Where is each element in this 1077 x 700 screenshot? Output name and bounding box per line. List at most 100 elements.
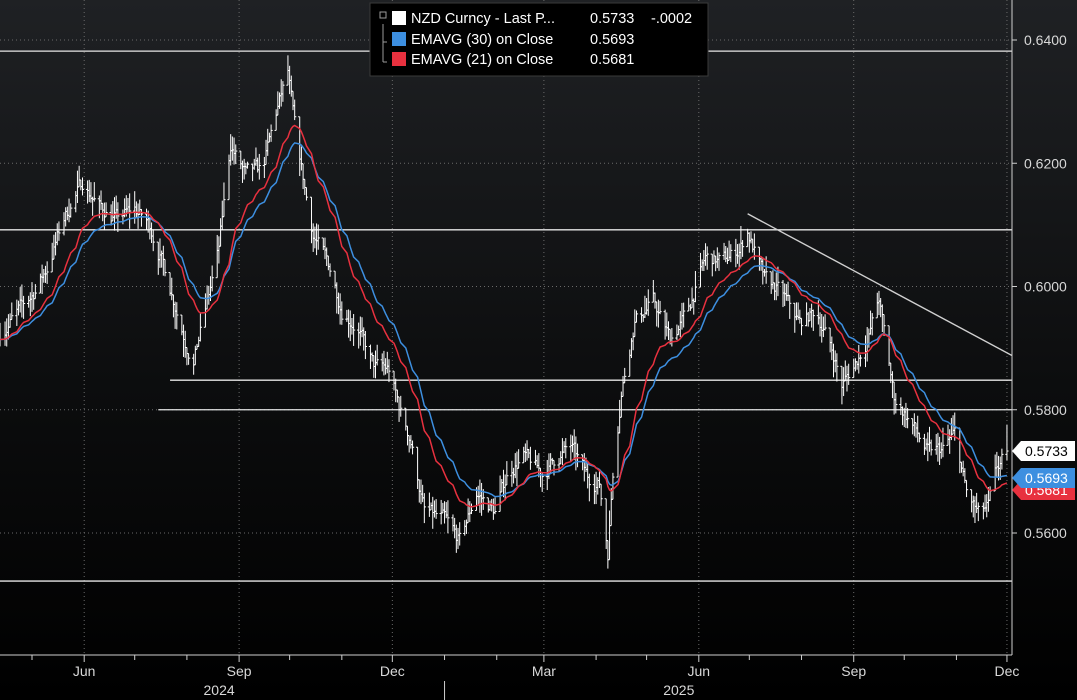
ema-line-30 bbox=[0, 142, 1008, 498]
legend-value: 0.5681 bbox=[590, 52, 634, 68]
ohlc-bar bbox=[198, 312, 202, 342]
ohlc-bar bbox=[422, 493, 426, 524]
ohlc-bar bbox=[1000, 448, 1004, 470]
y-tick-label: 0.6400 bbox=[1024, 32, 1067, 48]
ohlc-bar bbox=[740, 240, 745, 257]
y-tick-label: 0.5600 bbox=[1024, 525, 1067, 541]
ohlc-bar bbox=[363, 330, 367, 360]
ohlc-bar bbox=[870, 313, 874, 336]
ohlc-bar bbox=[658, 300, 662, 315]
legend-collapse-icon bbox=[379, 11, 387, 19]
legend-swatch bbox=[392, 32, 406, 46]
legend-tree-connector bbox=[382, 24, 387, 63]
ohlc-bar bbox=[1005, 424, 1009, 461]
ohlc-bar bbox=[528, 446, 533, 470]
ohlc-bar bbox=[964, 479, 969, 498]
ohlc-bar bbox=[234, 144, 238, 165]
ohlc-bar bbox=[281, 81, 285, 102]
ohlc-bar bbox=[976, 502, 980, 522]
ohlc-bar bbox=[316, 224, 320, 250]
ohlc-bar bbox=[293, 99, 297, 121]
x-tick-label: Mar bbox=[532, 663, 556, 679]
ohlc-bar bbox=[245, 161, 250, 169]
last-value-tag-label: 0.5693 bbox=[1025, 470, 1068, 486]
y-tick-label: 0.6000 bbox=[1024, 279, 1067, 295]
x-tick-label: Dec bbox=[380, 663, 405, 679]
ohlc-bar bbox=[634, 310, 639, 323]
legend-swatch bbox=[392, 52, 406, 66]
ohlc-bar bbox=[517, 449, 521, 469]
x-tick-label: Jun bbox=[73, 663, 96, 679]
ohlc-bar bbox=[10, 302, 14, 321]
ohlc-bar bbox=[823, 314, 827, 331]
ohlc-bar bbox=[57, 221, 61, 241]
legend-entry: NZD Curncy - Last P... 0.5733 -.0002 bbox=[392, 11, 692, 27]
ohlc-bar bbox=[599, 483, 603, 506]
ohlc-bar bbox=[269, 124, 273, 142]
ohlc-bars bbox=[0, 55, 1009, 569]
ohlc-bar bbox=[375, 344, 379, 366]
ohlc-bar bbox=[387, 359, 391, 383]
ohlc-bar bbox=[799, 317, 804, 336]
legend-label: EMAVG (21) on Close bbox=[411, 52, 553, 68]
ohlc-bar bbox=[917, 432, 921, 443]
ohlc-bar bbox=[222, 182, 226, 218]
ohlc-bar bbox=[80, 177, 85, 196]
legend-box bbox=[369, 2, 709, 77]
ohlc-bar bbox=[458, 522, 462, 546]
ohlc-bar bbox=[587, 473, 591, 502]
x-tick-label: Dec bbox=[994, 663, 1019, 679]
ohlc-bar bbox=[340, 301, 344, 325]
ohlc-bar bbox=[92, 182, 96, 202]
ohlc-bar bbox=[116, 202, 120, 233]
ohlc-bar bbox=[446, 500, 450, 534]
ohlc-bar bbox=[611, 472, 615, 500]
ohlc-bar bbox=[729, 244, 733, 263]
ohlc-bar bbox=[481, 489, 485, 510]
ohlc-bar bbox=[257, 153, 261, 180]
last-value-tag: 0.5733 bbox=[1012, 441, 1075, 461]
ohlc-bar bbox=[788, 294, 792, 319]
trendline bbox=[747, 213, 1012, 357]
ohlc-bar bbox=[33, 284, 37, 300]
year-label: 2025 bbox=[663, 682, 694, 698]
ohlc-bar bbox=[858, 354, 863, 367]
ohlc-bar bbox=[186, 352, 191, 365]
legend-entry: EMAVG (30) on Close 0.5693 bbox=[392, 32, 634, 48]
ohlc-bar bbox=[564, 438, 568, 459]
legend-change: -.0002 bbox=[651, 11, 692, 27]
ohlc-bar bbox=[328, 263, 332, 277]
ohlc-bar bbox=[906, 407, 910, 429]
ohlc-bar bbox=[929, 439, 933, 456]
legend-value: 0.5733 bbox=[590, 11, 634, 27]
legend-entry: EMAVG (21) on Close 0.5681 bbox=[392, 52, 634, 68]
x-tick-label: Sep bbox=[841, 663, 866, 679]
ohlc-bar bbox=[151, 229, 155, 252]
ohlc-bar bbox=[434, 499, 438, 519]
year-label: 2024 bbox=[204, 682, 235, 698]
ohlc-bar bbox=[623, 367, 627, 384]
last-value-tag: 0.5693 bbox=[1012, 468, 1075, 488]
ohlc-bar bbox=[505, 461, 509, 486]
ohlc-bar bbox=[304, 187, 309, 201]
x-tick-label: Sep bbox=[227, 663, 252, 679]
ohlc-bar bbox=[835, 353, 839, 382]
legend-label: NZD Curncy - Last P... bbox=[411, 11, 555, 27]
ema-lines bbox=[0, 124, 1008, 508]
ohlc-bar bbox=[45, 261, 49, 284]
ohlc-bar bbox=[847, 363, 851, 385]
last-value-tag-label: 0.5733 bbox=[1025, 443, 1068, 459]
ohlc-bar bbox=[128, 193, 132, 229]
ohlc-bar bbox=[646, 289, 650, 316]
ohlc-bar bbox=[21, 295, 26, 319]
ohlc-bar bbox=[352, 314, 356, 346]
x-tick-label: Jun bbox=[688, 663, 711, 679]
ohlc-bar bbox=[469, 503, 474, 515]
ohlc-bar bbox=[575, 443, 580, 468]
ema-line-21 bbox=[0, 124, 1008, 508]
legend-label: EMAVG (30) on Close bbox=[411, 32, 553, 48]
ohlc-bar bbox=[693, 271, 698, 303]
